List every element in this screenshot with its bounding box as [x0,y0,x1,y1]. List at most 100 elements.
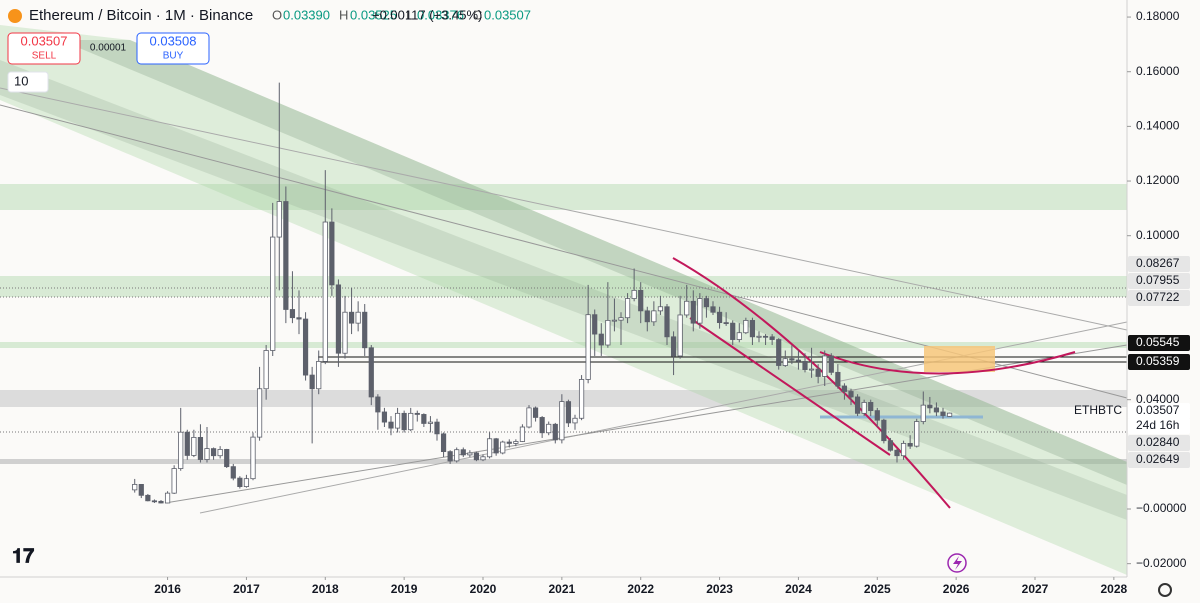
price-label-bg [1128,418,1190,434]
candle-body [776,339,782,366]
ohlc-value: 0.03525 [350,7,397,22]
candle-body [302,318,309,376]
candle-body [171,468,177,494]
price-label-bg [1128,452,1190,468]
candle-body [158,500,164,504]
candle-body [940,411,946,416]
candle-body [342,311,348,354]
y-tick-label: 0.18000 [1136,9,1180,23]
candle-body [789,358,795,361]
sell-label[interactable]: SELL [32,51,57,62]
candle-body [368,347,374,398]
candle-body [460,449,466,456]
indicator-toggle[interactable]: 10 [14,73,28,88]
candle-body [296,317,302,320]
zone [0,276,1127,297]
candle-body [572,417,578,424]
candle-body [414,412,420,415]
lightning-icon[interactable] [947,553,967,573]
buy-label[interactable]: BUY [163,51,184,62]
candle-body [664,306,670,338]
candle-body [539,417,545,434]
price-label-bg [1128,256,1190,272]
candle-body [513,441,519,444]
candle-body [933,407,940,413]
candle-body [283,201,289,310]
candle-body [578,379,585,419]
candle-body [900,443,907,457]
candle-body [730,322,736,340]
candle-body [670,336,677,357]
indicator-box[interactable] [7,71,49,93]
candle-body [519,426,526,442]
candle-body [887,440,894,451]
ohlc-key: C [473,7,482,22]
candle-body [822,355,828,377]
x-tick-label: 2026 [943,582,970,596]
x-tick-label: 2019 [391,582,418,596]
y-tick-label: −0.00000 [1136,501,1187,515]
candle-body [854,396,861,414]
price-label-bg [1128,335,1190,351]
settings-icon[interactable] [1158,583,1172,597]
candle-body [493,438,499,454]
candle-body [362,311,368,349]
candle-body [684,300,690,316]
candle-body [874,410,880,421]
ohlc: O 0.03390 H 0.03525 L 0.03376 C 0.03507 [272,7,531,22]
candle-body [907,443,913,447]
y-tick-label: 0.10000 [1136,228,1180,242]
candle-body [506,441,512,444]
candle-body [546,423,552,434]
candle-body [184,431,190,456]
candle-body [716,311,723,324]
candle-body [263,350,269,390]
lightning [953,556,962,570]
sell-price[interactable]: 0.03507 [21,33,68,48]
y-tick-label: 0.16000 [1136,64,1180,78]
candle-body [756,335,762,338]
candle-body [815,368,821,377]
candles [132,82,953,504]
price-label-bg [1128,354,1190,370]
price-label: 0.02649 [1136,452,1180,466]
candle-body [835,371,841,387]
candle-body [256,388,263,438]
candle-body [454,449,460,462]
target-box [924,346,995,372]
candle-body [151,500,158,503]
buy-price[interactable]: 0.03508 [150,33,197,48]
price-label: 24d 16h [1136,418,1179,432]
sell-button[interactable] [7,32,81,65]
candle-body [749,320,756,338]
candle-body [427,421,434,424]
symbol-label: ETHBTC [1074,403,1122,417]
x-tick-label: 2024 [785,582,812,596]
ohlc-key: O [272,7,282,22]
candle-body [782,358,788,366]
buy-button[interactable] [136,32,210,65]
candle-body [217,449,223,457]
candle-body [309,374,315,390]
spread: 0.00001 [90,43,127,54]
price-label-bg [1128,273,1190,289]
candle-body [802,361,808,371]
candle-body [848,391,854,398]
candle-body [421,414,427,424]
zone [0,342,1127,348]
candle-body [624,298,631,319]
candle-body [388,421,394,429]
candle-body [526,407,532,428]
y-tick-label: 0.12000 [1136,173,1180,187]
x-tick-label: 2027 [1022,582,1049,596]
candle-body [434,421,440,435]
channel-edge [60,40,1127,485]
x-tick-label: 2018 [312,582,339,596]
x-tick-label: 2021 [549,582,576,596]
price-label: 0.02840 [1136,435,1180,449]
candle-body [927,404,933,409]
candle-body [697,298,703,324]
y-tick-label: 0.04000 [1136,392,1180,406]
